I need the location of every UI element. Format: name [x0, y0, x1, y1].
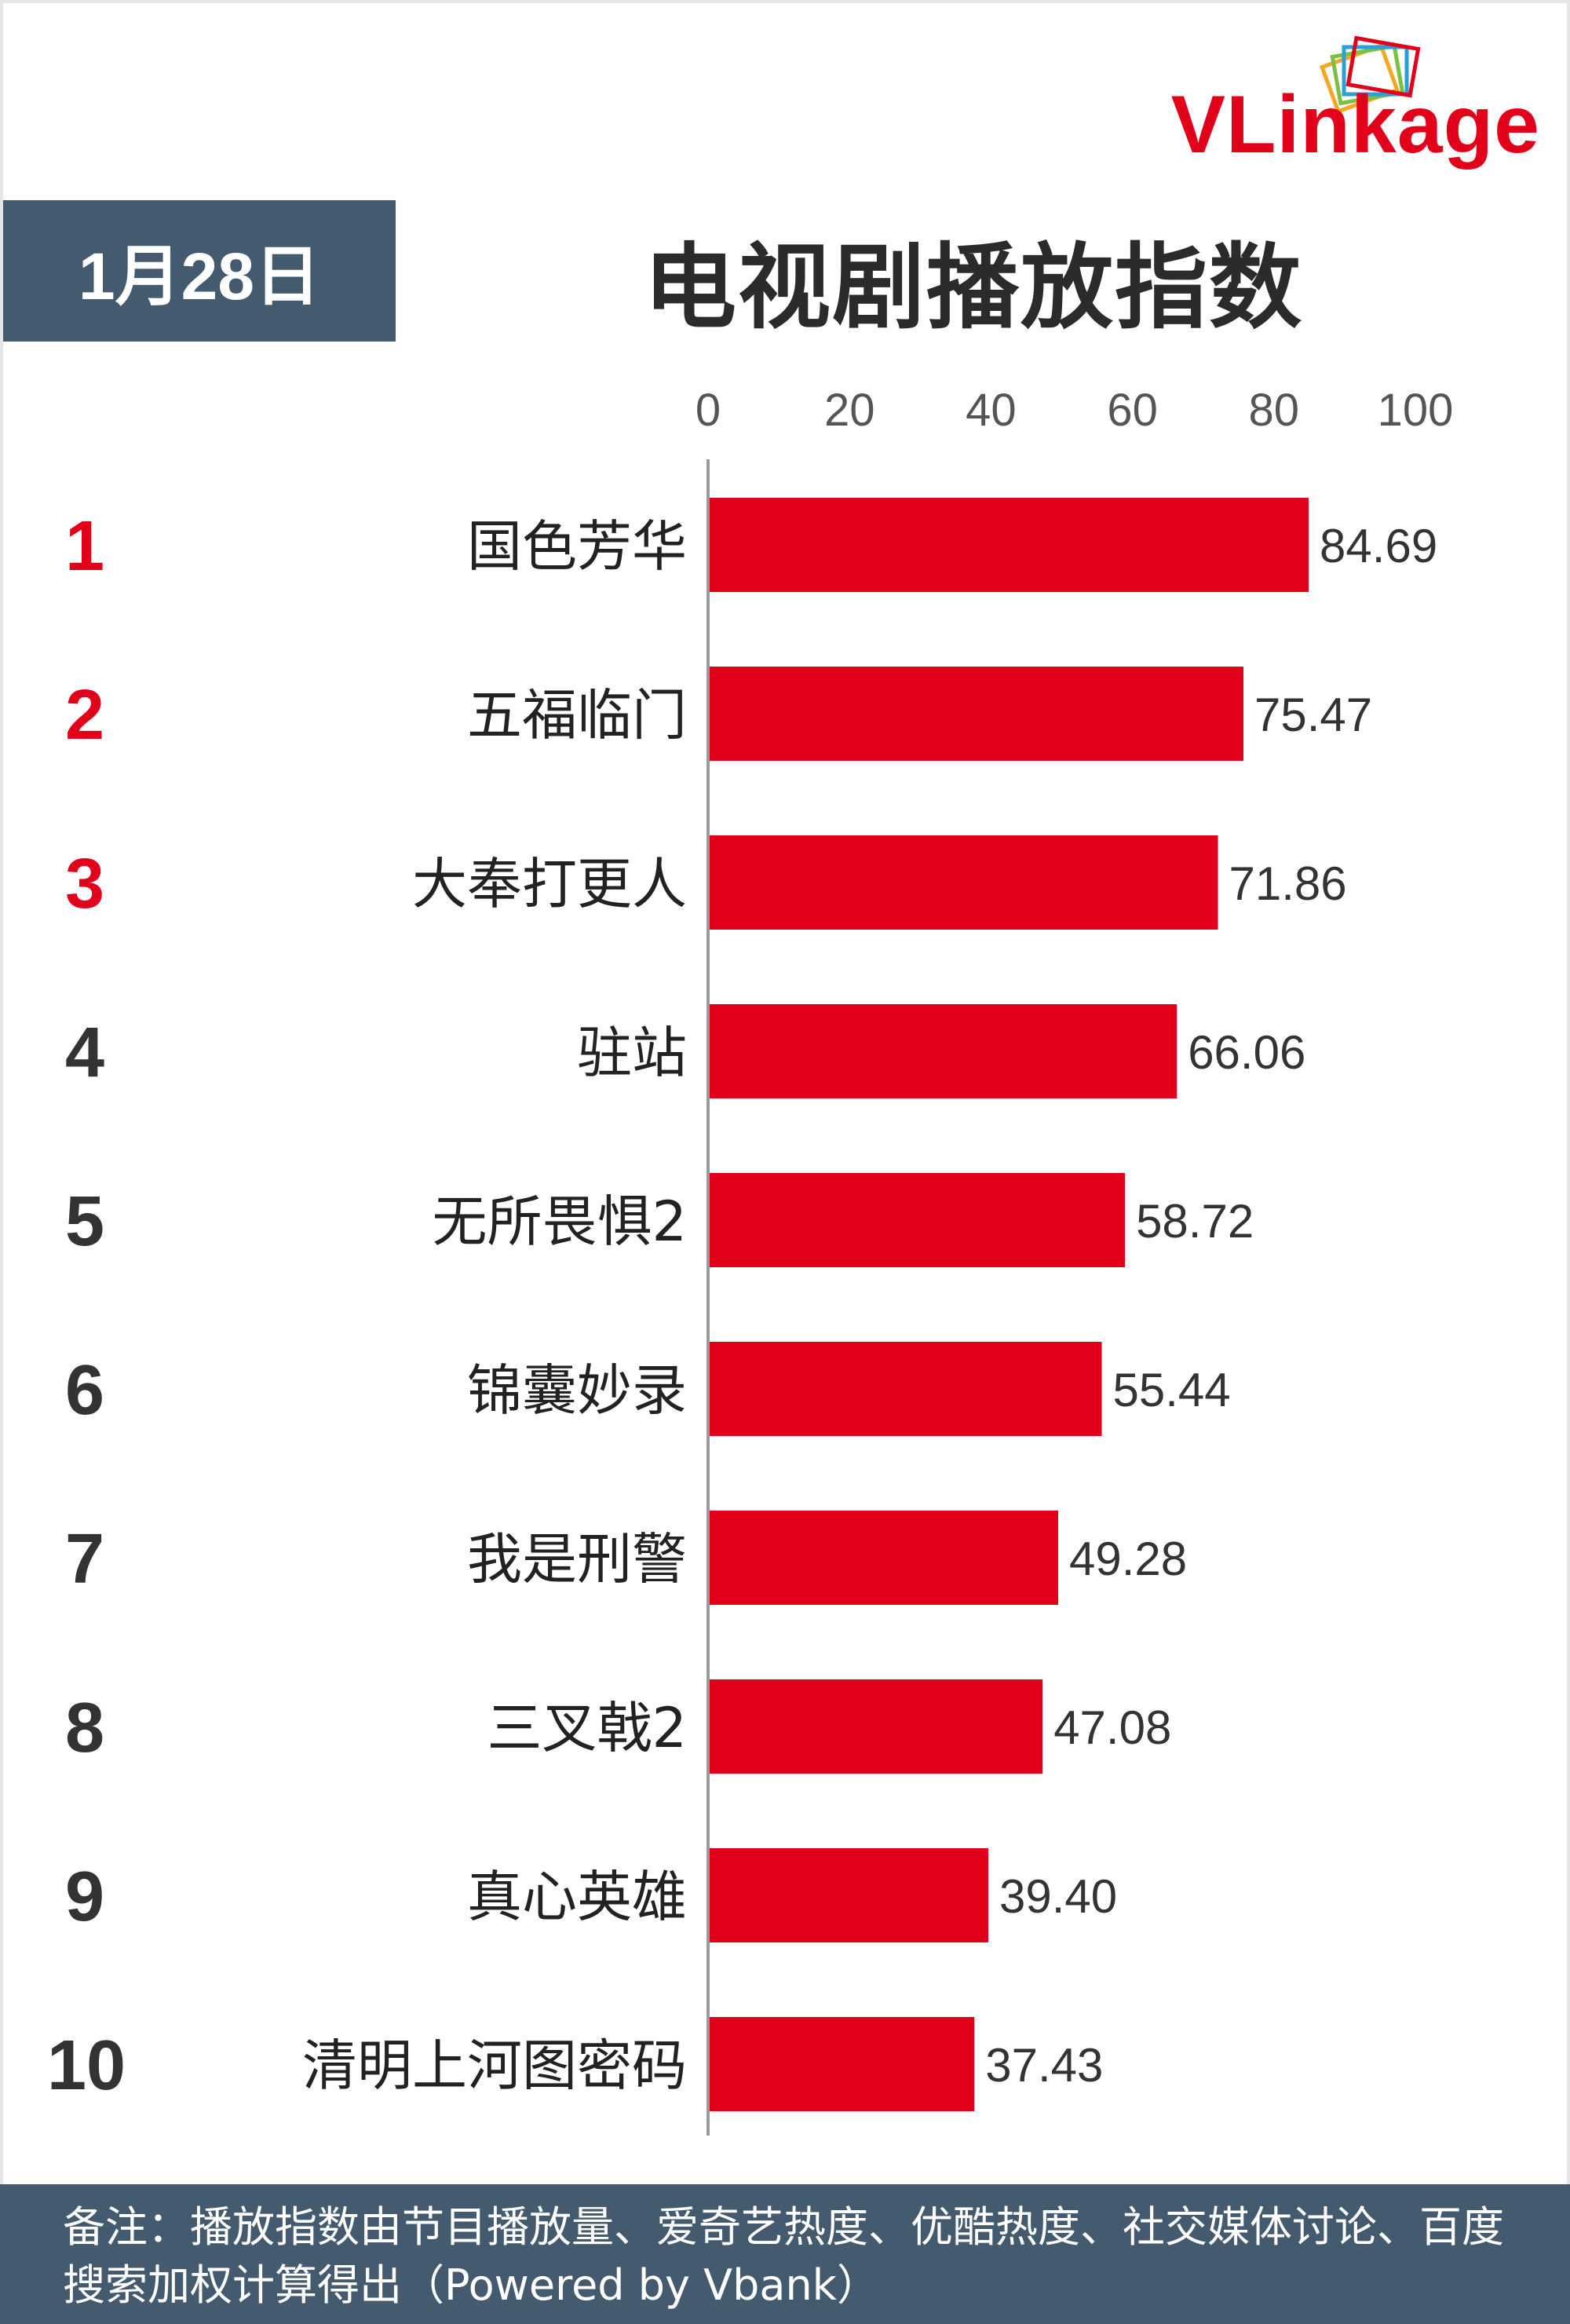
footer-note: 备注：播放指数由节目播放量、爱奇艺热度、优酷热度、社交媒体讨论、百度搜索加权计算… — [0, 2184, 1570, 2324]
x-tick-label: 100 — [1378, 385, 1454, 436]
rank-number: 4 — [65, 1014, 104, 1092]
category-label: 无所畏惧2 — [432, 1189, 687, 1254]
rank-number: 5 — [65, 1182, 104, 1261]
bar — [710, 667, 1243, 761]
bar — [710, 498, 1309, 592]
x-tick-label: 80 — [1249, 385, 1300, 436]
category-label: 国色芳华 — [467, 514, 687, 579]
bar — [710, 1004, 1178, 1098]
logo-text: VLinkage — [1170, 79, 1540, 170]
value-label: 39.40 — [999, 1870, 1117, 1923]
bar — [710, 1173, 1126, 1267]
x-tick-label: 40 — [966, 385, 1017, 436]
category-label: 五福临门 — [467, 683, 687, 747]
value-label: 37.43 — [985, 2039, 1103, 2092]
rank-number: 6 — [65, 1351, 104, 1430]
category-label: 锦囊妙录 — [467, 1358, 687, 1423]
chart-title: 电视剧播放指数 — [644, 233, 1304, 342]
vlinkage-logo: VLinkage — [1171, 31, 1540, 173]
value-label: 47.08 — [1053, 1701, 1171, 1754]
rank-number: 9 — [65, 1858, 104, 1936]
category-label: 三叉戟2 — [487, 1696, 687, 1760]
x-tick-label: 0 — [696, 385, 721, 436]
category-label: 清明上河图密码 — [302, 2034, 687, 2098]
rank-number: 10 — [47, 2026, 126, 2105]
bar — [710, 1511, 1059, 1605]
category-label: 驻站 — [577, 1021, 687, 1085]
bar — [710, 835, 1218, 930]
value-label: 49.28 — [1069, 1533, 1187, 1585]
x-tick-label: 20 — [824, 385, 875, 436]
bar — [710, 2017, 975, 2111]
value-label: 58.72 — [1136, 1195, 1254, 1248]
value-label: 66.06 — [1188, 1026, 1305, 1079]
category-label: 真心英雄 — [467, 1865, 687, 1929]
value-label: 84.69 — [1320, 520, 1437, 572]
value-label: 71.86 — [1229, 857, 1346, 910]
date-badge: 1月28日 — [3, 200, 396, 342]
x-tick-label: 60 — [1107, 385, 1158, 436]
bar — [710, 1679, 1043, 1774]
category-label: 大奉打更人 — [412, 852, 687, 916]
rank-number: 3 — [65, 845, 104, 923]
rank-number: 7 — [65, 1520, 104, 1599]
rank-number: 8 — [65, 1689, 104, 1767]
value-label: 55.44 — [1113, 1364, 1231, 1416]
rank-number: 2 — [65, 676, 104, 755]
bar — [710, 1848, 988, 1942]
category-label: 我是刑警 — [467, 1527, 687, 1591]
value-label: 75.47 — [1254, 689, 1372, 741]
rank-number: 1 — [65, 507, 104, 586]
bar — [710, 1342, 1102, 1436]
logo-cards-icon — [1319, 35, 1421, 115]
